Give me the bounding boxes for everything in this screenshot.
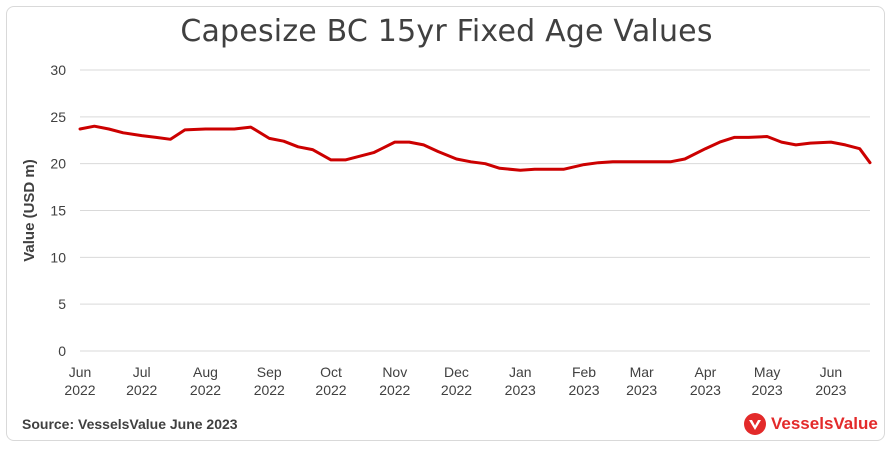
x-tick-month: Jun (69, 364, 92, 380)
x-tick-month: Feb (572, 364, 596, 380)
vesselsvalue-logo-icon (744, 413, 766, 435)
x-tick-year: 2023 (626, 382, 657, 398)
y-tick-label: 30 (50, 62, 66, 78)
x-tick-year: 2023 (752, 382, 783, 398)
x-tick-year: 2022 (315, 382, 346, 398)
x-tick-month: Apr (695, 364, 717, 380)
x-tick-month: Dec (444, 364, 469, 380)
y-tick-label: 25 (50, 109, 66, 125)
x-tick-year: 2022 (254, 382, 285, 398)
y-tick-label: 5 (58, 296, 66, 312)
brand-logo: VesselsValue (744, 413, 878, 435)
y-tick-label: 20 (50, 156, 66, 172)
y-tick-label: 10 (50, 249, 66, 265)
x-tick-year: 2022 (190, 382, 221, 398)
x-tick-year: 2023 (690, 382, 721, 398)
y-axis-label: Value (USD m) (21, 159, 38, 262)
x-tick-month: Mar (630, 364, 654, 380)
source-note: Source: VesselsValue June 2023 (22, 416, 238, 432)
x-tick-month: Oct (320, 364, 342, 380)
x-tick-year: 2022 (64, 382, 95, 398)
chart-title: Capesize BC 15yr Fixed Age Values (180, 14, 713, 49)
series-line (78, 124, 872, 172)
chart-frame (6, 6, 885, 441)
x-tick-year: 2022 (441, 382, 472, 398)
x-tick-month: May (754, 364, 780, 380)
y-tick-label: 0 (58, 343, 66, 359)
x-tick-year: 2023 (505, 382, 536, 398)
x-tick-year: 2023 (568, 382, 599, 398)
x-tick-month: Jan (509, 364, 532, 380)
x-tick-month: Jun (820, 364, 843, 380)
x-tick-month: Nov (382, 364, 407, 380)
x-tick-month: Aug (193, 364, 218, 380)
x-tick-year: 2022 (379, 382, 410, 398)
y-tick-label: 15 (50, 203, 66, 219)
x-tick-year: 2023 (815, 382, 846, 398)
x-tick-year: 2022 (126, 382, 157, 398)
brand-name: VesselsValue (771, 414, 878, 433)
x-tick-month: Sep (257, 364, 282, 380)
x-tick-month: Jul (133, 364, 151, 380)
